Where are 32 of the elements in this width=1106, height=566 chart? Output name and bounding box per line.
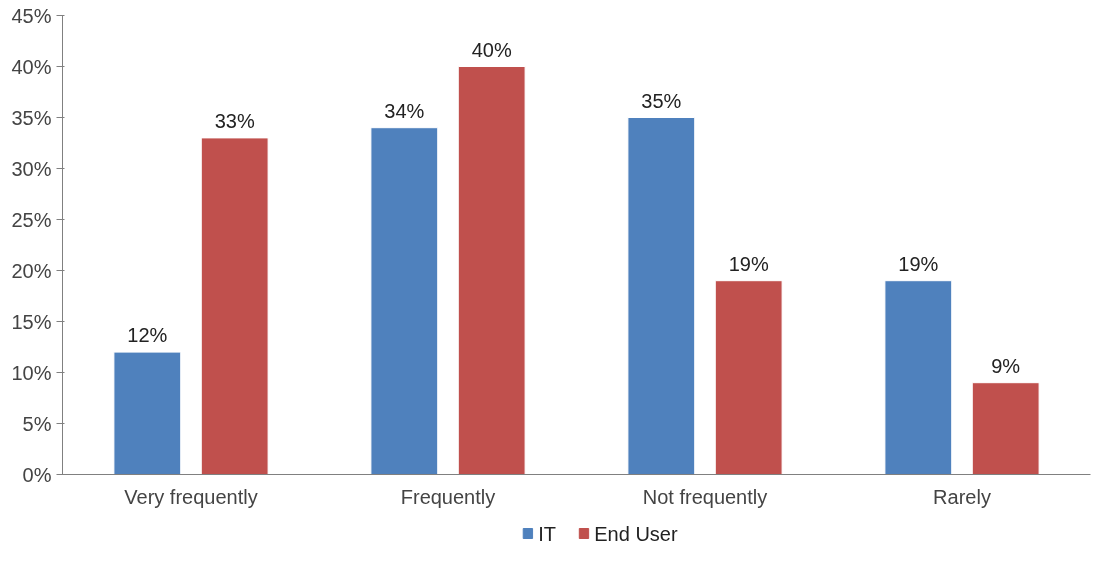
data-label: 19% [898, 252, 939, 275]
y-tick-label: 25% [11, 208, 52, 231]
bar [200, 137, 269, 475]
y-tick-label: 5% [22, 412, 52, 435]
bar [971, 382, 1040, 475]
x-tick-label: Rarely [933, 485, 991, 508]
data-label: 35% [641, 89, 682, 112]
x-tick-label: Very frequently [124, 485, 258, 508]
legend-label: IT [538, 522, 556, 545]
y-tick-label: 0% [22, 463, 52, 486]
data-label: 40% [471, 38, 512, 61]
data-label: 33% [214, 109, 255, 132]
y-tick-label: 20% [11, 259, 52, 282]
y-tick-label: 15% [11, 310, 52, 333]
data-label: 9% [991, 354, 1021, 377]
y-tick-label: 35% [11, 106, 52, 129]
data-label: 19% [728, 252, 769, 275]
data-label: 34% [384, 99, 425, 122]
data-label: 12% [127, 324, 168, 347]
bar [884, 280, 953, 475]
bar [627, 117, 696, 475]
y-tick-label: 45% [11, 4, 52, 27]
legend-label: End User [594, 522, 678, 545]
bar [113, 351, 182, 475]
y-tick-label: 30% [11, 157, 52, 180]
x-tick-label: Frequently [400, 485, 496, 508]
y-tick-label: 40% [11, 55, 52, 78]
y-tick-label: 10% [11, 361, 52, 384]
bar [714, 280, 783, 475]
bar [457, 66, 526, 475]
x-tick-label: Not frequently [642, 485, 768, 508]
bar [370, 127, 439, 475]
